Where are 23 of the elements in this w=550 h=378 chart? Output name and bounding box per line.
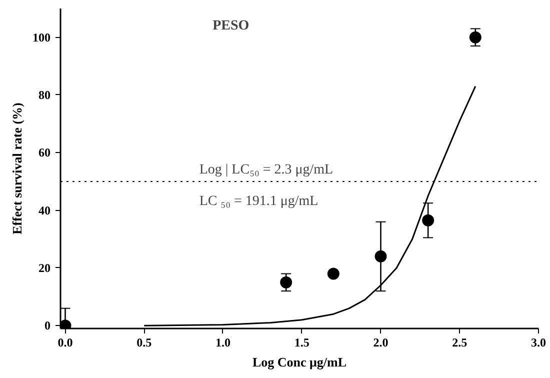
y-axis-title: Effect survival rate (%) [10,102,24,234]
x-tick-label: 1.0 [215,336,230,350]
point [469,31,482,44]
text: PESO [212,18,250,34]
x-tick-label: 2.5 [452,336,468,350]
y-tick-label: 60 [38,146,50,160]
y-tick-label: 80 [38,88,50,102]
point [327,268,340,280]
x-tick-label: 1.5 [294,336,310,350]
x-tick-label: 3.0 [531,336,546,350]
point [374,250,387,262]
y-tick-label: 40 [38,203,50,218]
y-tick-label: 100 [32,30,50,44]
x-tick-label: 2.0 [373,336,388,350]
annotation: Log | LC₅₀ = 2.3 μg/mL [199,162,334,178]
point [280,276,292,288]
point [422,214,434,226]
x-tick-label: 0.5 [136,336,152,350]
y-tick-label: 20 [38,260,50,275]
y-tick-label: 0 [44,318,50,333]
annotation: LC ₅₀ = 191.1 μg/mL [199,194,318,210]
x-axis-title: Log Conc μg/mL [252,354,347,370]
x-tick-label: 0.0 [58,336,73,350]
